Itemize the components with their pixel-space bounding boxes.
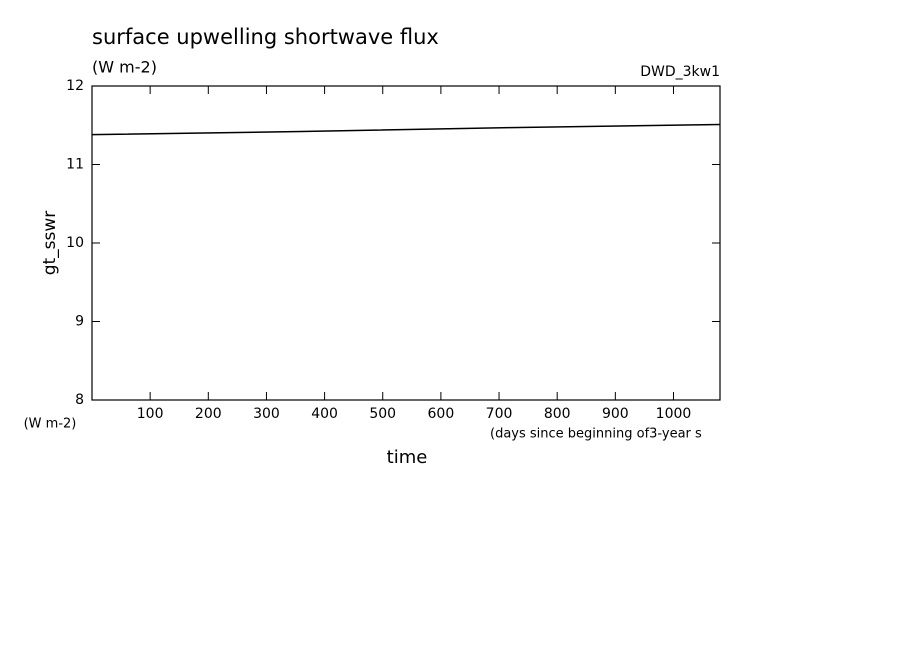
- x-tick-label: 100: [137, 406, 164, 422]
- x-tick-label: 700: [486, 406, 513, 422]
- x-tick-label: 1000: [656, 406, 692, 422]
- source-label: DWD_3kw1: [640, 64, 720, 80]
- y-tick-label: 8: [75, 392, 84, 408]
- x-axis-unit: (days since beginning of3-year s: [490, 427, 702, 442]
- x-tick-label: 600: [428, 406, 455, 422]
- y-axis-unit: (W m-2): [24, 417, 77, 432]
- y-tick-label: 12: [66, 78, 84, 94]
- x-tick-label: 300: [253, 406, 280, 422]
- y-tick-label: 10: [66, 235, 84, 251]
- x-tick-label: 800: [544, 406, 571, 422]
- chart-title: surface upwelling shortwave flux: [92, 25, 439, 49]
- x-tick-label: 200: [195, 406, 222, 422]
- y-tick-label: 9: [75, 314, 84, 330]
- x-tick-label: 400: [311, 406, 338, 422]
- data-line: [91, 123, 721, 136]
- y-axis-label: gt_sswr: [40, 211, 60, 276]
- x-tick-label: 500: [369, 406, 396, 422]
- x-tick-label: 900: [602, 406, 629, 422]
- chart-subtitle: (W m-2): [92, 58, 157, 77]
- y-tick-label: 11: [66, 157, 84, 173]
- x-axis-label: time: [387, 447, 428, 468]
